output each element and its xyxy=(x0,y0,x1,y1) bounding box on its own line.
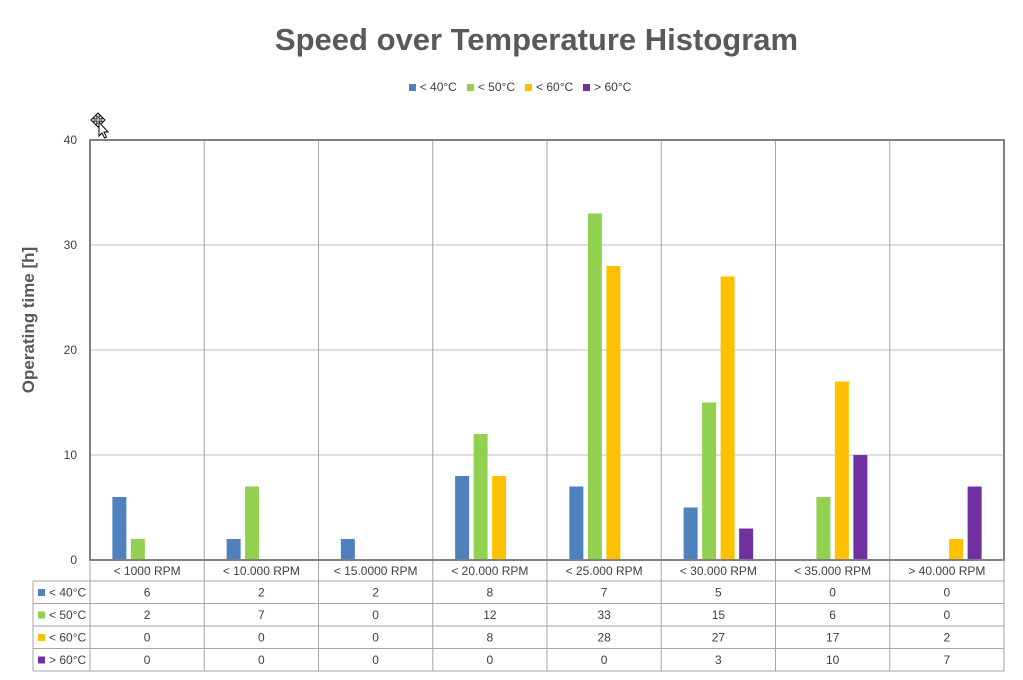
data-label: 27 xyxy=(712,631,726,645)
bar xyxy=(853,455,868,560)
table-legend-key xyxy=(38,634,45,641)
x-tick-label: < 15.0000 RPM xyxy=(334,564,418,578)
data-label: 0 xyxy=(944,586,951,600)
data-label: 2 xyxy=(944,631,951,645)
table-series-name: < 40°C xyxy=(49,586,86,600)
data-label: 0 xyxy=(829,586,836,600)
legend-item: > 60°C xyxy=(583,80,631,94)
data-label: 0 xyxy=(144,631,151,645)
legend-label: < 50°C xyxy=(477,80,515,94)
x-tick-label: > 40.000 RPM xyxy=(908,564,985,578)
y-tick-label: 10 xyxy=(64,448,78,462)
y-tick-label: 20 xyxy=(64,343,78,357)
bar xyxy=(683,507,698,560)
bar xyxy=(340,539,355,560)
legend-label: > 60°C xyxy=(594,80,632,94)
data-label: 0 xyxy=(258,631,265,645)
legend-swatch xyxy=(466,84,474,92)
x-tick-label: < 35.000 RPM xyxy=(794,564,871,578)
y-tick-label: 30 xyxy=(64,238,78,252)
bar xyxy=(492,476,507,560)
data-label: 0 xyxy=(372,653,379,667)
bar xyxy=(587,213,602,560)
data-label: 3 xyxy=(715,653,722,667)
legend-label: < 40°C xyxy=(419,80,457,94)
legend-swatch xyxy=(408,84,416,92)
bar xyxy=(226,539,241,560)
table-legend-key xyxy=(38,611,45,619)
bar xyxy=(245,486,260,560)
data-label: 6 xyxy=(829,608,836,622)
x-tick-label: < 25.000 RPM xyxy=(566,564,643,578)
data-label: 0 xyxy=(372,631,379,645)
chart-legend: < 40°C < 50°C < 60°C > 60°C xyxy=(0,80,1023,94)
data-label: 7 xyxy=(601,586,608,600)
data-label: 0 xyxy=(944,608,951,622)
x-tick-label: < 20.000 RPM xyxy=(451,564,528,578)
data-label: 0 xyxy=(144,653,151,667)
data-label: 8 xyxy=(487,631,494,645)
data-label: 0 xyxy=(487,653,494,667)
legend-swatch xyxy=(583,84,591,92)
move-cursor-icon xyxy=(90,112,110,139)
x-tick-label: < 1000 RPM xyxy=(114,564,181,578)
data-label: 6 xyxy=(144,586,151,600)
data-label: 0 xyxy=(258,653,265,667)
table-legend-key xyxy=(38,656,45,664)
table-series-name: < 60°C xyxy=(49,631,86,645)
legend-swatch xyxy=(525,84,532,92)
data-label: 0 xyxy=(601,653,608,667)
data-label: 12 xyxy=(483,608,497,622)
bar xyxy=(569,486,584,560)
table-series-name: > 60°C xyxy=(49,653,86,667)
x-tick-label: < 30.000 RPM xyxy=(680,564,757,578)
y-tick-label: 40 xyxy=(64,133,78,147)
chart-title: Speed over Temperature Histogram xyxy=(274,22,799,57)
data-label: 5 xyxy=(715,586,722,600)
table-legend-key xyxy=(38,589,45,596)
data-label: 33 xyxy=(597,608,611,622)
bar xyxy=(967,486,982,560)
data-label: 0 xyxy=(372,608,379,622)
y-tick-label: 0 xyxy=(70,553,77,567)
legend-item: < 60°C xyxy=(525,80,573,94)
x-tick-label: < 10.000 RPM xyxy=(223,564,300,578)
bar xyxy=(606,266,621,560)
legend-item: < 40°C xyxy=(408,80,457,94)
legend-label: < 60°C xyxy=(536,80,574,94)
table-series-name: < 50°C xyxy=(49,608,86,622)
legend-item: < 50°C xyxy=(466,80,515,94)
bar xyxy=(739,528,754,560)
bar xyxy=(816,497,831,560)
data-label: 2 xyxy=(144,608,151,622)
bar xyxy=(130,539,145,560)
data-label: 7 xyxy=(944,653,951,667)
data-label: 17 xyxy=(826,631,840,645)
bar xyxy=(834,381,849,560)
bar xyxy=(720,276,735,560)
bar xyxy=(702,402,717,560)
plot-border xyxy=(89,139,1005,561)
data-label: 2 xyxy=(258,586,265,600)
bar xyxy=(949,539,964,560)
bar xyxy=(112,497,127,560)
data-label: 28 xyxy=(597,631,611,645)
data-label: 2 xyxy=(372,586,379,600)
data-label: 7 xyxy=(258,608,265,622)
bar xyxy=(473,434,488,560)
data-label: 8 xyxy=(487,586,494,600)
data-label: 10 xyxy=(826,653,840,667)
data-label: 15 xyxy=(712,608,726,622)
bar xyxy=(455,476,470,560)
